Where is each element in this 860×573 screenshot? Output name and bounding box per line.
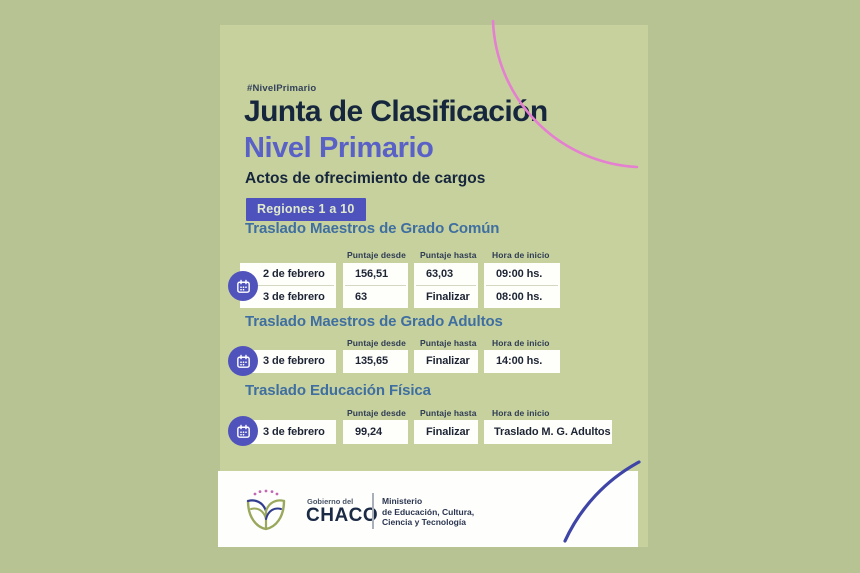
row-divider xyxy=(242,285,334,286)
calendar-glyph xyxy=(236,354,250,368)
column-header-puntaje-desde: Puntaje desde xyxy=(347,338,406,348)
column-header-puntaje-desde: Puntaje desde xyxy=(347,408,406,418)
flyer-panel: #NivelPrimario Junta de Clasificación Ni… xyxy=(218,25,648,547)
row-divider xyxy=(416,285,476,286)
table-cell-hora-inicio: 09:00 hs. xyxy=(496,268,543,280)
table-cell-puntaje-hasta: Finalizar xyxy=(426,426,470,438)
ministry-line: Ministerio xyxy=(382,496,423,506)
section-heading-grado-adultos: Traslado Maestros de Grado Adultos xyxy=(245,313,503,330)
table-cell-hora-inicio: 08:00 hs. xyxy=(496,291,543,303)
page-title: Junta de Clasificación xyxy=(244,95,548,128)
ministry-line: de Educación, Cultura, xyxy=(382,506,475,517)
footer-bar: Gobierno del CHACO Ministerio de Educaci… xyxy=(218,471,638,547)
table2-date-column: 3 de febrero xyxy=(240,350,336,373)
column-header-puntaje-hasta: Puntaje hasta xyxy=(420,338,477,348)
calendar-icon xyxy=(228,346,258,376)
column-header-puntaje-hasta: Puntaje hasta xyxy=(420,250,477,260)
calendar-glyph xyxy=(236,424,250,438)
table-cell-puntaje-hasta: Finalizar xyxy=(426,355,470,367)
table2-hora-column: 14:00 hs. xyxy=(484,350,560,373)
table-cell-puntaje-desde: 99,24 xyxy=(355,426,383,438)
row-divider xyxy=(486,285,558,286)
table3-hasta-column: Finalizar xyxy=(414,420,478,444)
chaco-wordmark: CHACO xyxy=(306,505,379,526)
hashtag-label: #NivelPrimario xyxy=(247,83,317,94)
table-cell-puntaje-desde: 156,51 xyxy=(355,268,389,280)
chaco-government-logo-icon xyxy=(246,489,286,531)
gobierno-del-label: Gobierno del xyxy=(307,497,354,506)
column-header-puntaje-desde: Puntaje desde xyxy=(347,250,406,260)
page-subtitle: Nivel Primario xyxy=(244,132,434,164)
table-cell-hora-inicio: Traslado M. G. Adultos xyxy=(494,426,611,438)
calendar-icon xyxy=(228,416,258,446)
table1-hasta-column: 63,03 Finalizar xyxy=(414,263,478,308)
table1-hora-column: 09:00 hs. 08:00 hs. xyxy=(484,263,560,308)
footer-divider xyxy=(372,493,374,529)
table-cell-hora-inicio: 14:00 hs. xyxy=(496,355,543,367)
column-header-hora-inicio: Hora de inicio xyxy=(492,408,550,418)
table-cell-puntaje-desde: 135,65 xyxy=(355,355,389,367)
calendar-icon xyxy=(228,271,258,301)
ministry-text: Ministerio de Educación, Cultura, Cienci… xyxy=(382,496,474,528)
section-heading-grado-comun: Traslado Maestros de Grado Común xyxy=(245,220,500,237)
table3-desde-column: 99,24 xyxy=(343,420,408,444)
table1-desde-column: 156,51 63 xyxy=(343,263,408,308)
row-divider xyxy=(345,285,406,286)
column-header-puntaje-hasta: Puntaje hasta xyxy=(420,408,477,418)
ministry-line: Ciencia y Tecnología xyxy=(382,517,466,527)
table-cell-date: 2 de febrero xyxy=(263,268,325,280)
section-heading-educacion-fisica: Traslado Educación Física xyxy=(245,382,431,399)
table-cell-date: 3 de febrero xyxy=(263,426,325,438)
column-header-hora-inicio: Hora de inicio xyxy=(492,250,550,260)
table-cell-puntaje-hasta: Finalizar xyxy=(426,291,470,303)
table-cell-puntaje-desde: 63 xyxy=(355,291,368,303)
tagline: Actos de ofrecimiento de cargos xyxy=(245,170,486,187)
table2-hasta-column: Finalizar xyxy=(414,350,478,373)
table-cell-date: 3 de febrero xyxy=(263,291,325,303)
table2-desde-column: 135,65 xyxy=(343,350,408,373)
calendar-glyph xyxy=(236,279,250,293)
regions-badge: Regiones 1 a 10 xyxy=(246,198,366,221)
table3-hora-column: Traslado M. G. Adultos xyxy=(484,420,612,444)
column-header-hora-inicio: Hora de inicio xyxy=(492,338,550,348)
table-cell-puntaje-hasta: 63,03 xyxy=(426,268,454,280)
table-cell-date: 3 de febrero xyxy=(263,355,325,367)
